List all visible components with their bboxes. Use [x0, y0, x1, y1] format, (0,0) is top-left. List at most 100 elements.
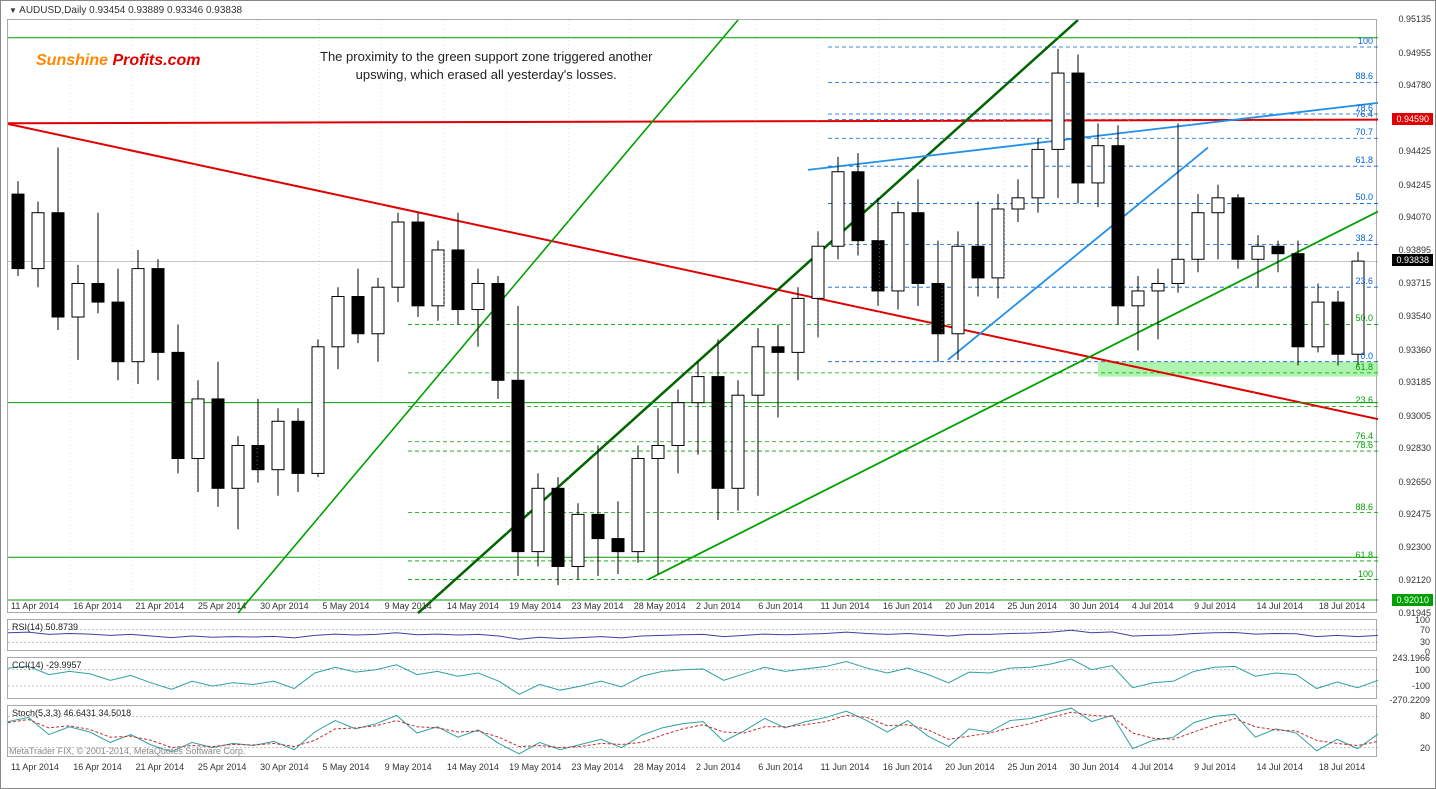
x-tick: 19 May 2014 — [509, 762, 561, 772]
y-tick: 0.94245 — [1398, 180, 1431, 190]
indicator-ytick: 20 — [1420, 743, 1430, 753]
price-level-box: 0.92010 — [1392, 594, 1433, 606]
x-tick: 9 May 2014 — [385, 601, 432, 611]
fib-label: 100 — [1358, 36, 1373, 46]
watermark-part2: Profits.com — [108, 52, 200, 69]
watermark-part1: Sunshine — [36, 52, 108, 69]
x-tick: 28 May 2014 — [634, 762, 686, 772]
x-tick: 4 Jul 2014 — [1132, 762, 1174, 772]
fib-label: 61.8 — [1355, 362, 1373, 372]
x-tick: 6 Jun 2014 — [758, 762, 803, 772]
watermark-logo: Sunshine Profits.com — [36, 52, 200, 70]
x-tick: 2 Jun 2014 — [696, 601, 741, 611]
indicator-ytick: 70 — [1420, 625, 1430, 635]
price-level-box: 0.93838 — [1392, 254, 1433, 266]
x-tick: 19 May 2014 — [509, 601, 561, 611]
fib-label: 78.6 — [1355, 440, 1373, 450]
x-tick: 14 Jul 2014 — [1256, 601, 1303, 611]
x-tick: 14 May 2014 — [447, 601, 499, 611]
fib-label: 23.6 — [1355, 276, 1373, 286]
y-tick: 0.92120 — [1398, 575, 1431, 585]
fib-label: 88.6 — [1355, 71, 1373, 81]
x-tick: 5 May 2014 — [322, 762, 369, 772]
x-tick: 11 Jun 2014 — [821, 601, 870, 611]
x-tick: 16 Apr 2014 — [73, 601, 122, 611]
x-tick: 11 Apr 2014 — [11, 762, 59, 772]
fib-label: 0.0 — [1360, 351, 1373, 361]
price-level-box: 0.94590 — [1392, 113, 1433, 125]
x-tick: 21 Apr 2014 — [136, 601, 185, 611]
x-tick: 9 Jul 2014 — [1194, 762, 1236, 772]
x-tick: 16 Jun 2014 — [883, 762, 933, 772]
dropdown-triangle-icon[interactable]: ▼ — [9, 6, 17, 15]
x-tick: 20 Jun 2014 — [945, 762, 995, 772]
x-tick: 14 May 2014 — [447, 762, 499, 772]
y-tick: 0.94070 — [1398, 212, 1431, 222]
x-tick: 21 Apr 2014 — [136, 762, 185, 772]
x-tick: 30 Jun 2014 — [1070, 601, 1120, 611]
y-tick: 0.95135 — [1398, 14, 1431, 24]
annotation-text: The proximity to the green support zone … — [320, 49, 652, 82]
indicator-ytick: -100 — [1412, 681, 1430, 691]
fib-label: 50.0 — [1355, 192, 1373, 202]
symbol-label: AUDUSD,Daily — [19, 5, 86, 16]
x-tick: 25 Jun 2014 — [1007, 601, 1057, 611]
x-tick: 30 Apr 2014 — [260, 762, 309, 772]
x-tick: 23 May 2014 — [571, 762, 623, 772]
cci-panel[interactable]: CCI(14) -29.9957 243.1966100-100-270.220… — [7, 657, 1377, 699]
y-tick: 0.93005 — [1398, 411, 1431, 421]
x-tick: 11 Jun 2014 — [821, 762, 870, 772]
y-tick: 0.93185 — [1398, 377, 1431, 387]
fib-label: 100 — [1358, 569, 1373, 579]
y-tick: 0.93360 — [1398, 345, 1431, 355]
fib-label: 38.2 — [1355, 233, 1373, 243]
y-tick: 0.92300 — [1398, 542, 1431, 552]
x-tick: 16 Apr 2014 — [73, 762, 122, 772]
x-axis-row-1: 11 Apr 201416 Apr 201421 Apr 201425 Apr … — [7, 599, 1377, 613]
x-tick: 11 Apr 2014 — [11, 601, 59, 611]
indicator-ytick: 80 — [1420, 711, 1430, 721]
chart-window: ▼ AUDUSD,Daily 0.93454 0.93889 0.93346 0… — [0, 0, 1436, 789]
x-tick: 18 Jul 2014 — [1319, 601, 1366, 611]
x-tick: 23 May 2014 — [571, 601, 623, 611]
x-tick: 2 Jun 2014 — [696, 762, 741, 772]
price-axis: 0.951350.949550.947800.946000.944250.942… — [1377, 19, 1435, 613]
x-tick: 5 May 2014 — [322, 601, 369, 611]
indicator-ytick: 100 — [1415, 615, 1430, 625]
cci-canvas — [8, 658, 1378, 700]
x-tick: 14 Jul 2014 — [1256, 762, 1303, 772]
y-tick: 0.94425 — [1398, 146, 1431, 156]
chart-canvas — [8, 20, 1378, 614]
x-tick: 25 Apr 2014 — [198, 762, 247, 772]
y-tick: 0.93715 — [1398, 278, 1431, 288]
copyright-text: MetaTrader FIX, © 2001-2014, MetaQuotes … — [9, 746, 245, 756]
x-tick: 9 Jul 2014 — [1194, 601, 1236, 611]
ohlc-label: 0.93454 0.93889 0.93346 0.93838 — [89, 5, 242, 16]
y-tick: 0.92650 — [1398, 477, 1431, 487]
x-tick: 28 May 2014 — [634, 601, 686, 611]
x-tick: 4 Jul 2014 — [1132, 601, 1174, 611]
chart-annotation: The proximity to the green support zone … — [320, 48, 652, 84]
x-tick: 30 Apr 2014 — [260, 601, 309, 611]
fib-label: 70.7 — [1355, 127, 1373, 137]
rsi-label: RSI(14) 50.8739 — [12, 622, 78, 632]
indicator-ytick: 30 — [1420, 637, 1430, 647]
x-tick: 20 Jun 2014 — [945, 601, 995, 611]
main-price-chart[interactable]: Sunshine Profits.com The proximity to th… — [7, 19, 1377, 613]
indicator-ytick: 100 — [1415, 665, 1430, 675]
fib-label: 88.6 — [1355, 502, 1373, 512]
indicator-ytick: 243.1966 — [1392, 653, 1430, 663]
x-tick: 6 Jun 2014 — [758, 601, 803, 611]
rsi-panel[interactable]: RSI(14) 50.8739 10070300 — [7, 619, 1377, 651]
rsi-canvas — [8, 620, 1378, 652]
y-tick: 0.92830 — [1398, 443, 1431, 453]
x-tick: 30 Jun 2014 — [1070, 762, 1120, 772]
y-tick: 0.92475 — [1398, 509, 1431, 519]
y-tick: 0.93540 — [1398, 311, 1431, 321]
x-tick: 9 May 2014 — [385, 762, 432, 772]
y-tick: 0.94780 — [1398, 80, 1431, 90]
fib-label: 23.6 — [1355, 395, 1373, 405]
fib-label: 50.0 — [1355, 313, 1373, 323]
y-tick: 0.94955 — [1398, 48, 1431, 58]
x-tick: 25 Jun 2014 — [1007, 762, 1057, 772]
